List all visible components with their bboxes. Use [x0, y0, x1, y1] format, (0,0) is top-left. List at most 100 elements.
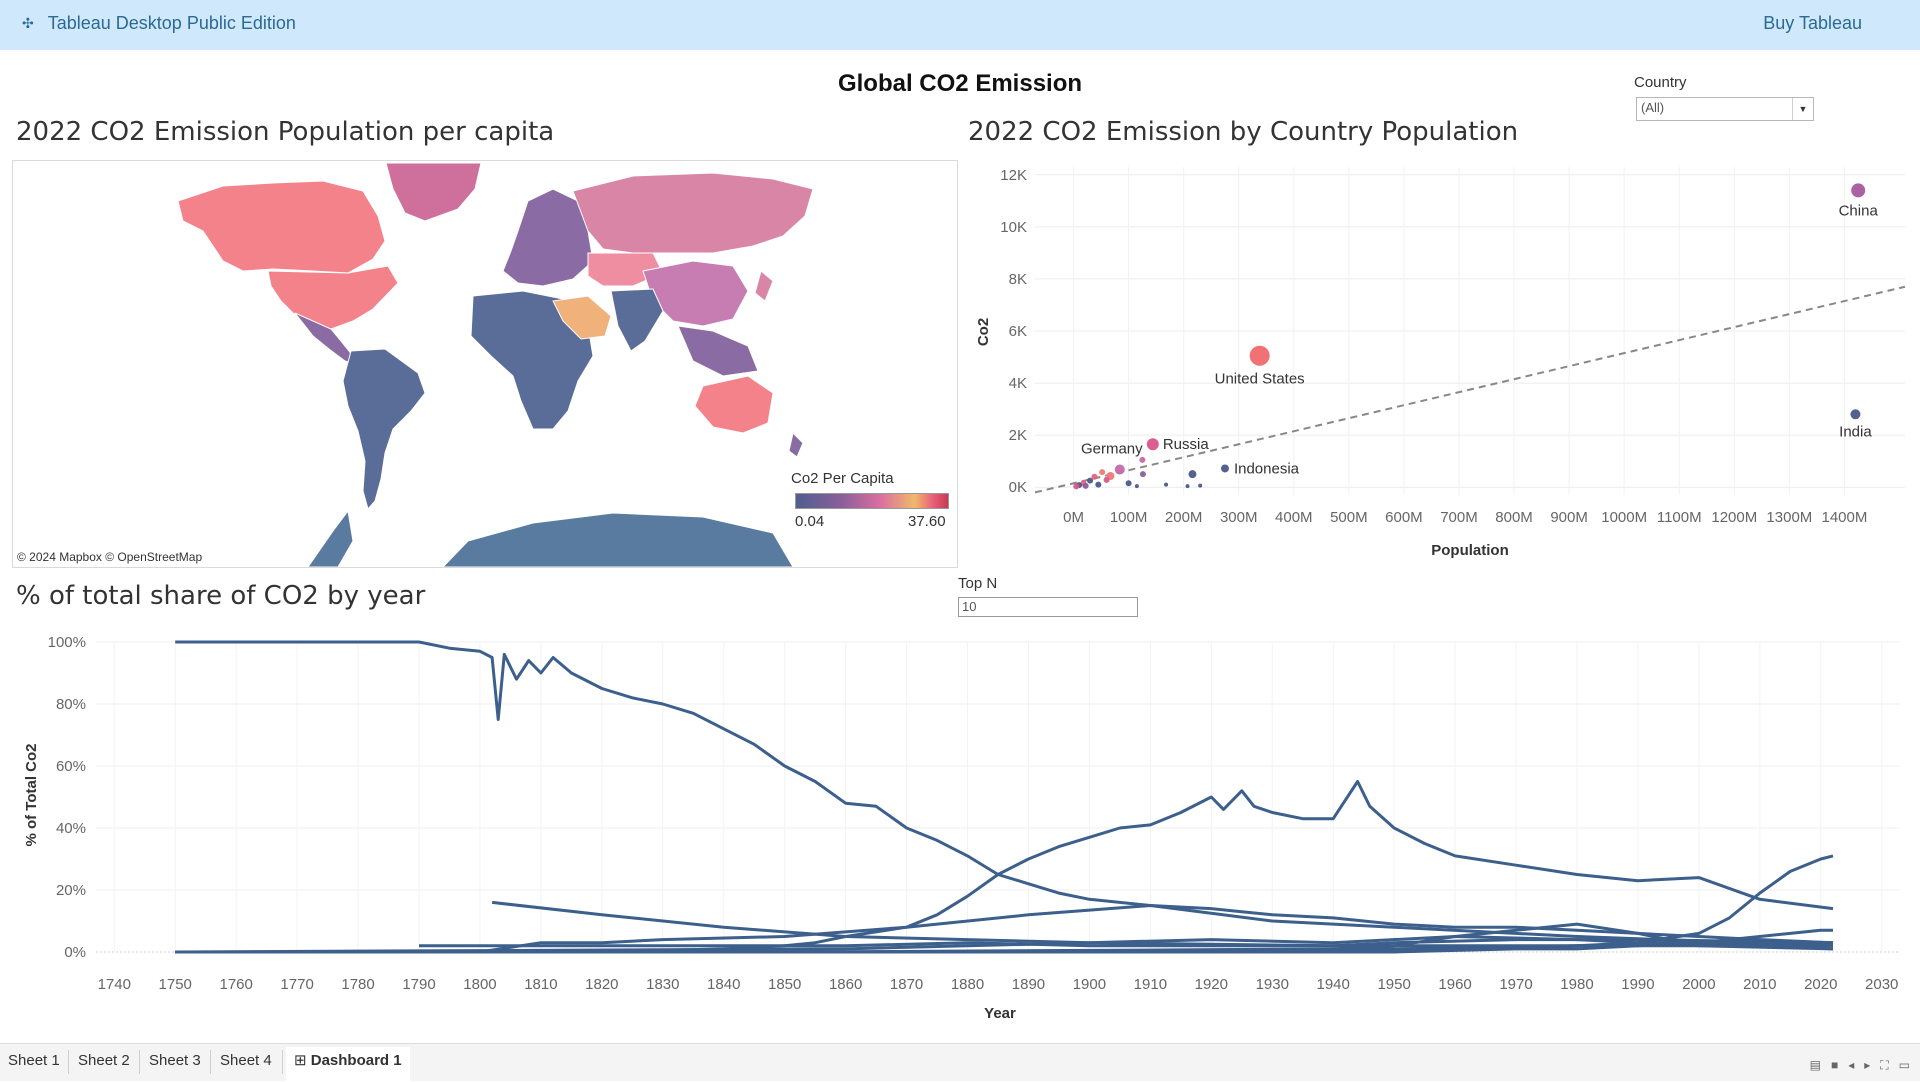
- line-x-tick: 1810: [524, 976, 557, 993]
- country-filter-select[interactable]: (All) ▼: [1636, 97, 1814, 121]
- scatter-point: [1139, 456, 1146, 463]
- scatter-x-tick: 400M: [1275, 509, 1313, 526]
- line-x-tick: 1860: [829, 976, 862, 993]
- line-x-tick: 1900: [1073, 976, 1106, 993]
- line-x-tick: 1790: [402, 976, 435, 993]
- scatter-x-tick: 300M: [1220, 509, 1258, 526]
- line-y-tick: 20%: [56, 882, 86, 899]
- line-x-tick: 1950: [1377, 976, 1410, 993]
- line-series-1: [175, 640, 1834, 945]
- topn-input[interactable]: 10: [958, 597, 1138, 617]
- map-region-australia: [694, 375, 774, 434]
- scatter-x-tick: 600M: [1385, 509, 1423, 526]
- scatter-point: [1091, 473, 1098, 480]
- prev-sheet-icon[interactable]: ◂: [1848, 1058, 1855, 1072]
- line-chart[interactable]: 0% 20% 40% 60% 80% 100% 1740 1750 1760 1770 1780 17…: [0, 620, 1920, 1030]
- scatter-point: [1164, 482, 1169, 487]
- scatter-y-tick: 8K: [1009, 271, 1027, 288]
- line-series-10: [419, 941, 1834, 951]
- scatter-x-tick: 800M: [1495, 509, 1533, 526]
- line-x-tick: 1990: [1621, 976, 1654, 993]
- line-series-9: [175, 904, 1834, 954]
- scatter-point-indonesia: [1220, 464, 1229, 473]
- filmstrip-icon[interactable]: ▤: [1809, 1058, 1821, 1072]
- scatter-point-label: Germany: [1081, 440, 1143, 457]
- scatter-point-label: United States: [1215, 371, 1305, 388]
- world-choropleth-map[interactable]: © 2024 Mapbox © OpenStreetMap Co2 Per Ca…: [12, 160, 958, 568]
- line-y-tick: 0%: [64, 944, 86, 961]
- scatter-point-united-states: [1249, 345, 1270, 366]
- scatter-y-title: Co2: [975, 318, 992, 346]
- next-sheet-icon[interactable]: ▸: [1864, 1058, 1871, 1072]
- line-x-tick: 2020: [1804, 976, 1837, 993]
- line-x-tick: 1820: [585, 976, 618, 993]
- line-x-tick: 1920: [1195, 976, 1228, 993]
- line-title: % of total share of CO2 by year: [16, 581, 426, 611]
- line-x-tick: 1760: [219, 976, 252, 993]
- app-title: Tableau Desktop Public Edition: [47, 13, 296, 33]
- tab-separator: [68, 1050, 69, 1074]
- map-region-antarctica: [442, 512, 794, 567]
- line-x-tick: 2000: [1682, 976, 1715, 993]
- tab-dashboard-1[interactable]: ⊞ Dashboard 1: [286, 1047, 410, 1082]
- line-x-tick: 1770: [280, 976, 313, 993]
- map-region-japan: [754, 270, 774, 302]
- app-brand[interactable]: ✣ Tableau Desktop Public Edition: [22, 13, 296, 34]
- line-x-tick: 2030: [1865, 976, 1898, 993]
- tab-sheet-3[interactable]: Sheet 3: [149, 1052, 201, 1069]
- scatter-x-tick: 700M: [1440, 509, 1478, 526]
- line-y-tick: 40%: [56, 820, 86, 837]
- line-x-tick: 1930: [1256, 976, 1289, 993]
- tab-sheet-4[interactable]: Sheet 4: [220, 1052, 272, 1069]
- fullscreen-icon[interactable]: ⛶: [1880, 1058, 1889, 1072]
- scatter-x-tick: 1300M: [1766, 509, 1812, 526]
- scatter-point-label: Indonesia: [1234, 460, 1300, 477]
- legend-max: 37.60: [908, 513, 946, 530]
- map-region-antarctic-peninsula: [307, 509, 354, 567]
- scatter-point: [1099, 469, 1106, 476]
- tab-sheet-2[interactable]: Sheet 2: [78, 1052, 130, 1069]
- line-x-tick: 1960: [1438, 976, 1471, 993]
- line-x-tick: 1910: [1134, 976, 1167, 993]
- scatter-x-title: Population: [1431, 542, 1509, 559]
- scatter-point-germany: [1114, 464, 1125, 475]
- scatter-x-tick: 1200M: [1711, 509, 1757, 526]
- scatter-point: [1095, 481, 1102, 488]
- buy-tableau-link[interactable]: Buy Tableau: [1763, 13, 1862, 33]
- scatter-point: [1087, 477, 1094, 484]
- scatter-y-tick: 6K: [1009, 323, 1027, 340]
- chevron-down-icon[interactable]: ▼: [1792, 98, 1813, 120]
- line-y-tick: 60%: [56, 758, 86, 775]
- scatter-chart[interactable]: 0K 2K 4K 6K 8K 10K 12K 0M 100M 200M 300M 400M 500M 60…: [960, 155, 1920, 570]
- scatter-point: [1188, 470, 1197, 479]
- tab-dashboard-1-label: Dashboard 1: [310, 1052, 402, 1069]
- line-x-tick: 1980: [1560, 976, 1593, 993]
- line-x-tick: 1830: [646, 976, 679, 993]
- line-x-title: Year: [984, 1005, 1016, 1022]
- scatter-x-tick: 1400M: [1821, 509, 1867, 526]
- country-filter-label: Country: [1634, 74, 1687, 91]
- presentation-icon[interactable]: ▭: [1898, 1058, 1910, 1072]
- scatter-point: [1139, 471, 1146, 478]
- tableau-logo-icon: ✣: [22, 15, 34, 31]
- scatter-point: [1125, 480, 1132, 487]
- scatter-x-tick: 0M: [1063, 509, 1084, 526]
- scatter-point-china: [1851, 183, 1866, 198]
- map-region-russia: [572, 172, 814, 254]
- line-x-tick: 1870: [890, 976, 923, 993]
- scatter-y-tick: 0K: [1009, 479, 1027, 496]
- line-x-tick: 1970: [1499, 976, 1532, 993]
- line-x-tick: 1880: [951, 976, 984, 993]
- line-x-tick: 1750: [159, 976, 192, 993]
- dashboard-title: Global CO2 Emission: [837, 70, 1083, 97]
- scatter-x-tick: 200M: [1165, 509, 1203, 526]
- line-y-tick: 80%: [56, 696, 86, 713]
- tab-sheet-1[interactable]: Sheet 1: [8, 1052, 60, 1069]
- country-filter-value: (All): [1641, 100, 1665, 115]
- line-x-tick: 1940: [1317, 976, 1350, 993]
- scatter-point-india: [1850, 409, 1861, 420]
- map-svg: [177, 162, 814, 567]
- scatter-x-tick: 1100M: [1657, 509, 1702, 526]
- tabs-icon[interactable]: ■: [1830, 1058, 1839, 1072]
- scatter-y-tick: 10K: [1000, 219, 1027, 236]
